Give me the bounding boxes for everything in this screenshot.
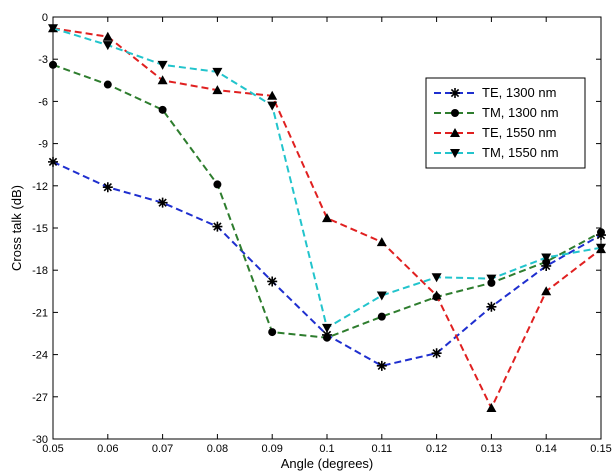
data-point (158, 105, 167, 114)
x-tick-label: 0.08 (207, 443, 228, 455)
y-axis-label: Cross talk (dB) (9, 185, 24, 271)
data-point (377, 312, 386, 321)
data-point (157, 60, 168, 70)
legend-marker (450, 149, 460, 158)
data-point (322, 323, 332, 333)
y-tick-label: -15 (32, 223, 48, 235)
y-tick-label: -12 (32, 181, 48, 193)
data-point (541, 253, 552, 263)
x-tick-label: 0.09 (261, 443, 282, 455)
data-point (431, 290, 442, 300)
legend-marker (450, 88, 460, 98)
data-point (431, 273, 442, 283)
y-tick-label: -24 (32, 350, 48, 362)
data-point (268, 328, 277, 337)
y-tick-label: -21 (32, 307, 48, 319)
legend-item: TE, 1550 nm (434, 125, 556, 140)
y-tick-label: -30 (32, 434, 48, 446)
series-2 (49, 60, 605, 342)
data-point (376, 237, 387, 247)
data-point (376, 291, 387, 301)
x-tick-label: 0.07 (152, 443, 173, 455)
data-point (323, 333, 331, 342)
data-point (212, 221, 223, 232)
x-tick-label: 0.13 (481, 443, 502, 455)
series-line (52, 27, 602, 411)
x-tick-label: 0.11 (372, 443, 393, 455)
legend-label: TE, 1550 nm (482, 125, 556, 140)
legend-item: TM, 1550 nm (434, 145, 559, 160)
legend-marker (450, 128, 460, 137)
legend-label: TM, 1300 nm (482, 105, 559, 120)
legend-label: TE, 1300 nm (482, 85, 556, 100)
y-tick-label: -6 (38, 96, 48, 108)
data-point (102, 182, 113, 193)
data-point (541, 260, 552, 271)
legend: TE, 1300 nm TM, 1300 nm TE, 1550 nm TM, 155… (425, 77, 586, 169)
data-point (267, 276, 278, 287)
data-point (376, 360, 387, 371)
data-point (322, 213, 332, 223)
x-tick-label: 0.05 (42, 443, 63, 455)
data-point (431, 348, 442, 359)
data-point (212, 67, 223, 77)
y-tick-label: -9 (38, 139, 48, 151)
data-point (213, 180, 222, 189)
data-point (486, 274, 497, 284)
data-point (157, 75, 168, 85)
legend-marker (451, 109, 459, 117)
y-tick-label: -18 (32, 265, 48, 277)
x-axis-label: Angle (degrees) (281, 456, 374, 471)
x-tick-label: 0.06 (97, 443, 118, 455)
data-point (486, 403, 497, 413)
legend-label: TM, 1550 nm (482, 145, 559, 160)
data-point (486, 301, 497, 312)
data-point (267, 90, 278, 100)
y-tick-label: 0 (42, 12, 48, 24)
data-point (267, 101, 278, 111)
data-point (102, 41, 113, 51)
x-tick-label: 0.1 (319, 443, 334, 455)
data-point (157, 197, 168, 208)
data-point (212, 85, 223, 95)
legend-item: TM, 1300 nm (434, 105, 559, 120)
data-point (102, 31, 113, 41)
x-tick-label: 0.12 (426, 443, 447, 455)
data-point (541, 286, 552, 296)
x-tick-label: 0.14 (535, 443, 556, 455)
y-tick-label: -27 (32, 392, 48, 404)
legend-item: TE, 1300 nm (434, 85, 556, 100)
data-point (103, 80, 112, 89)
x-tick-label: 0.15 (590, 443, 611, 455)
y-tick-label: -3 (38, 54, 48, 66)
